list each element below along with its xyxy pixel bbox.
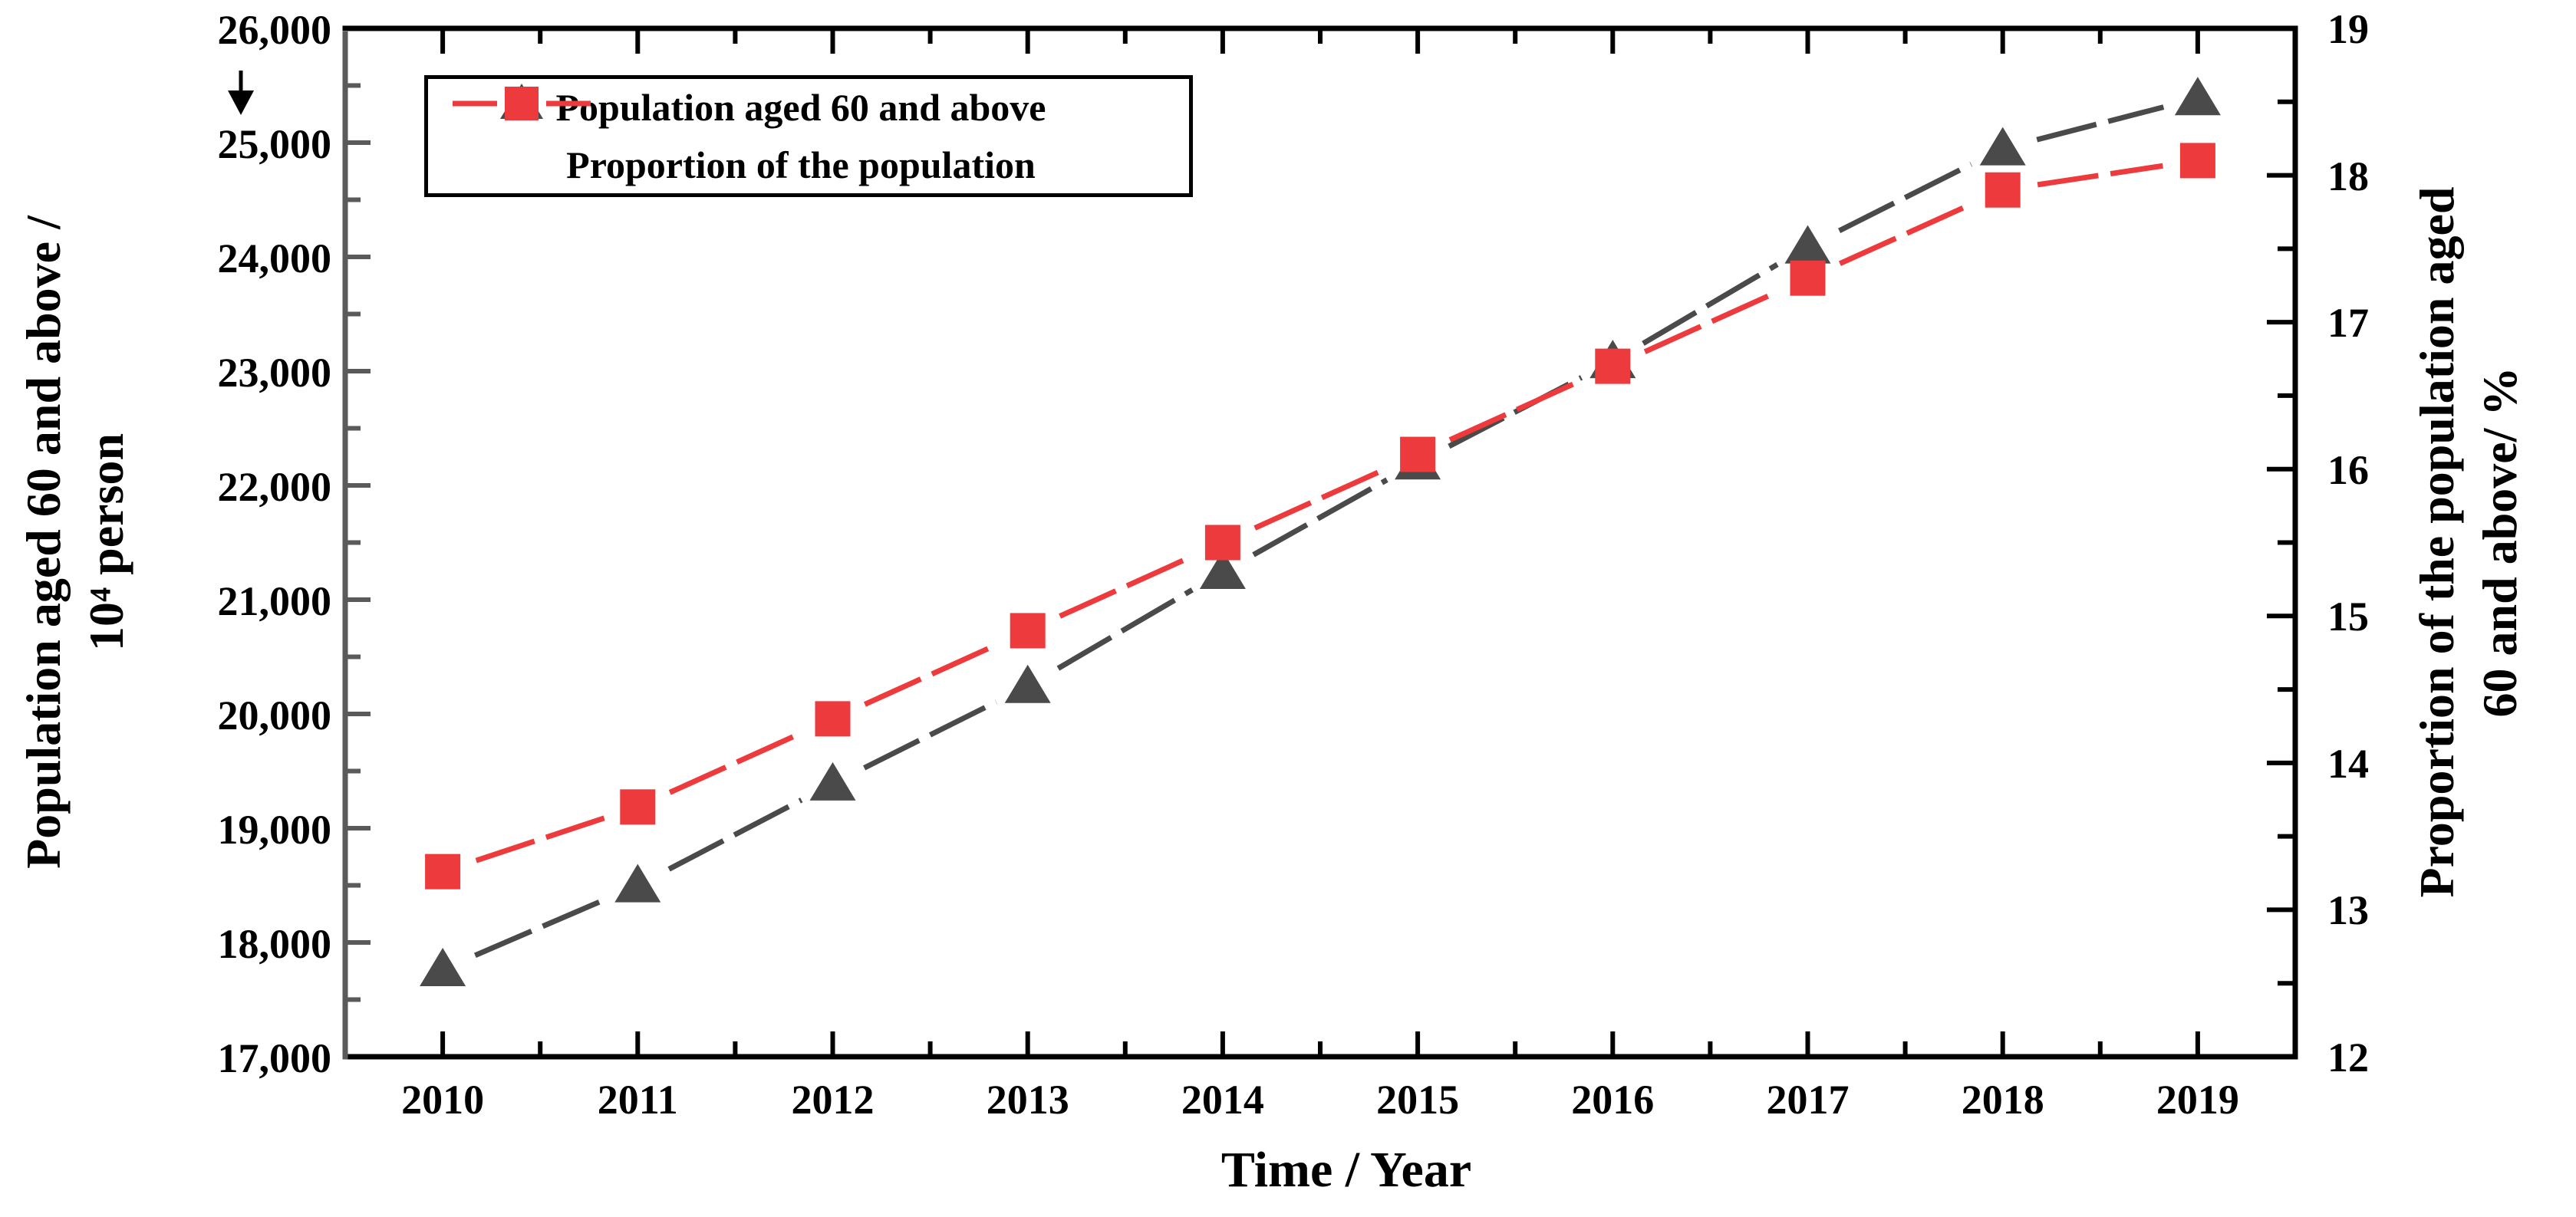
series-markers-triangle (420, 77, 2221, 987)
legend-label-proportion: Proportion of the population (566, 143, 1036, 186)
legend-label-population: Population aged 60 and above (555, 86, 1046, 130)
plot-frame (342, 25, 2298, 1060)
axis-ticks (348, 31, 2293, 1054)
legend-row-proportion: Proportion of the population (428, 87, 1189, 192)
y-axis-left-title-line1: Population aged 60 and above / (16, 215, 71, 869)
series-line-triangle (473, 104, 2165, 959)
series-markers-square (425, 143, 2215, 890)
down-arrow-icon (228, 71, 254, 115)
y-axis-left-title: Population aged 60 and above / 10⁴ perso… (12, 5, 138, 1079)
y-axis-right-title-line1: Proportion of the population aged (2410, 186, 2464, 898)
y-axis-left-title-line2: 10⁴ person (79, 433, 133, 652)
legend: Population aged 60 and above Proportion … (424, 75, 1193, 197)
series-line-square (475, 163, 2163, 863)
legend-symbol-square-icon (453, 87, 591, 120)
x-axis-title: Time / Year (1220, 1142, 1472, 1198)
y-axis-right-title-line2: 60 and above/ % (2472, 367, 2527, 718)
y-axis-right-title: Proportion of the population aged 60 and… (2406, 0, 2532, 1156)
